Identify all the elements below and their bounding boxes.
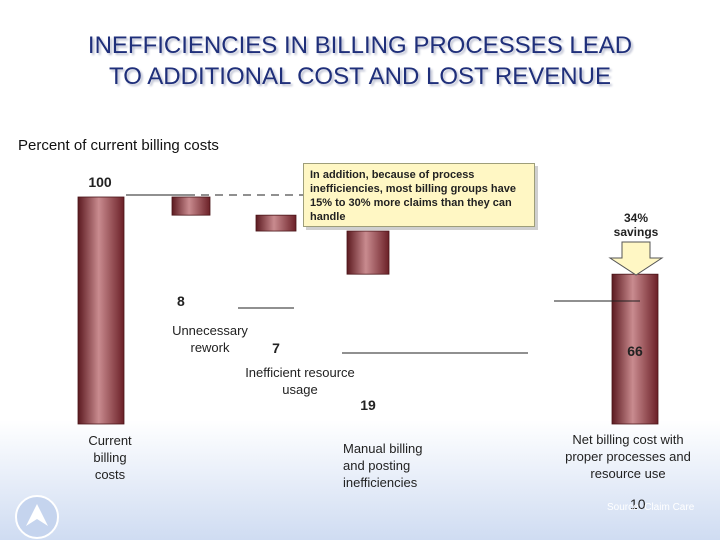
logo-icon [14, 494, 60, 545]
savings-percent: 34% [623, 211, 649, 225]
value-label-2: 8 [177, 293, 185, 309]
category-label-3-line-1: Inefficient resource [245, 365, 355, 380]
savings-label: 34% savings [606, 211, 666, 239]
category-label-4-line-2: and posting [343, 458, 410, 473]
slide-title: INEFFICIENCIES IN BILLING PROCESSES LEAD… [0, 30, 720, 92]
category-label-2-line-2: rework [190, 340, 230, 355]
category-label-1-line-3: costs [95, 467, 126, 482]
bar-2 [171, 196, 211, 216]
category-label-2-line-1: Unnecessary [172, 323, 248, 338]
category-label-5-line-1: Net billing cost with [572, 432, 683, 447]
bar-5 [611, 273, 659, 425]
value-label-3: 7 [272, 340, 280, 356]
value-label-4: 19 [360, 397, 376, 413]
chart-subtitle: Percent of current billing costs [18, 137, 219, 154]
bar-4 [346, 230, 390, 275]
value-label-1: 100 [88, 174, 112, 190]
savings-word: savings [613, 225, 659, 239]
value-label-5: 66 [627, 343, 643, 359]
source-note: Source: Claim Care [607, 502, 695, 513]
category-label-1-line-1: Current [88, 433, 132, 448]
category-label-4-line-1: Manual billing [343, 441, 423, 456]
category-label-3-line-2: usage [282, 382, 317, 397]
callout-box: In addition, because of process ineffici… [303, 163, 535, 227]
title-line-1: INEFFICIENCIES IN BILLING PROCESSES LEAD [87, 32, 633, 59]
page-number: 10 [630, 496, 646, 512]
bar-3 [255, 214, 297, 232]
category-label-5-line-3: resource use [590, 466, 665, 481]
category-label-5-line-2: proper processes and [565, 449, 691, 464]
title-line-2: TO ADDITIONAL COST AND LOST REVENUE [109, 63, 611, 90]
category-label-1-line-2: billing [93, 450, 126, 465]
bar-1 [77, 196, 125, 425]
savings-arrow [608, 241, 664, 276]
category-label-4-line-3: inefficiencies [343, 475, 418, 490]
